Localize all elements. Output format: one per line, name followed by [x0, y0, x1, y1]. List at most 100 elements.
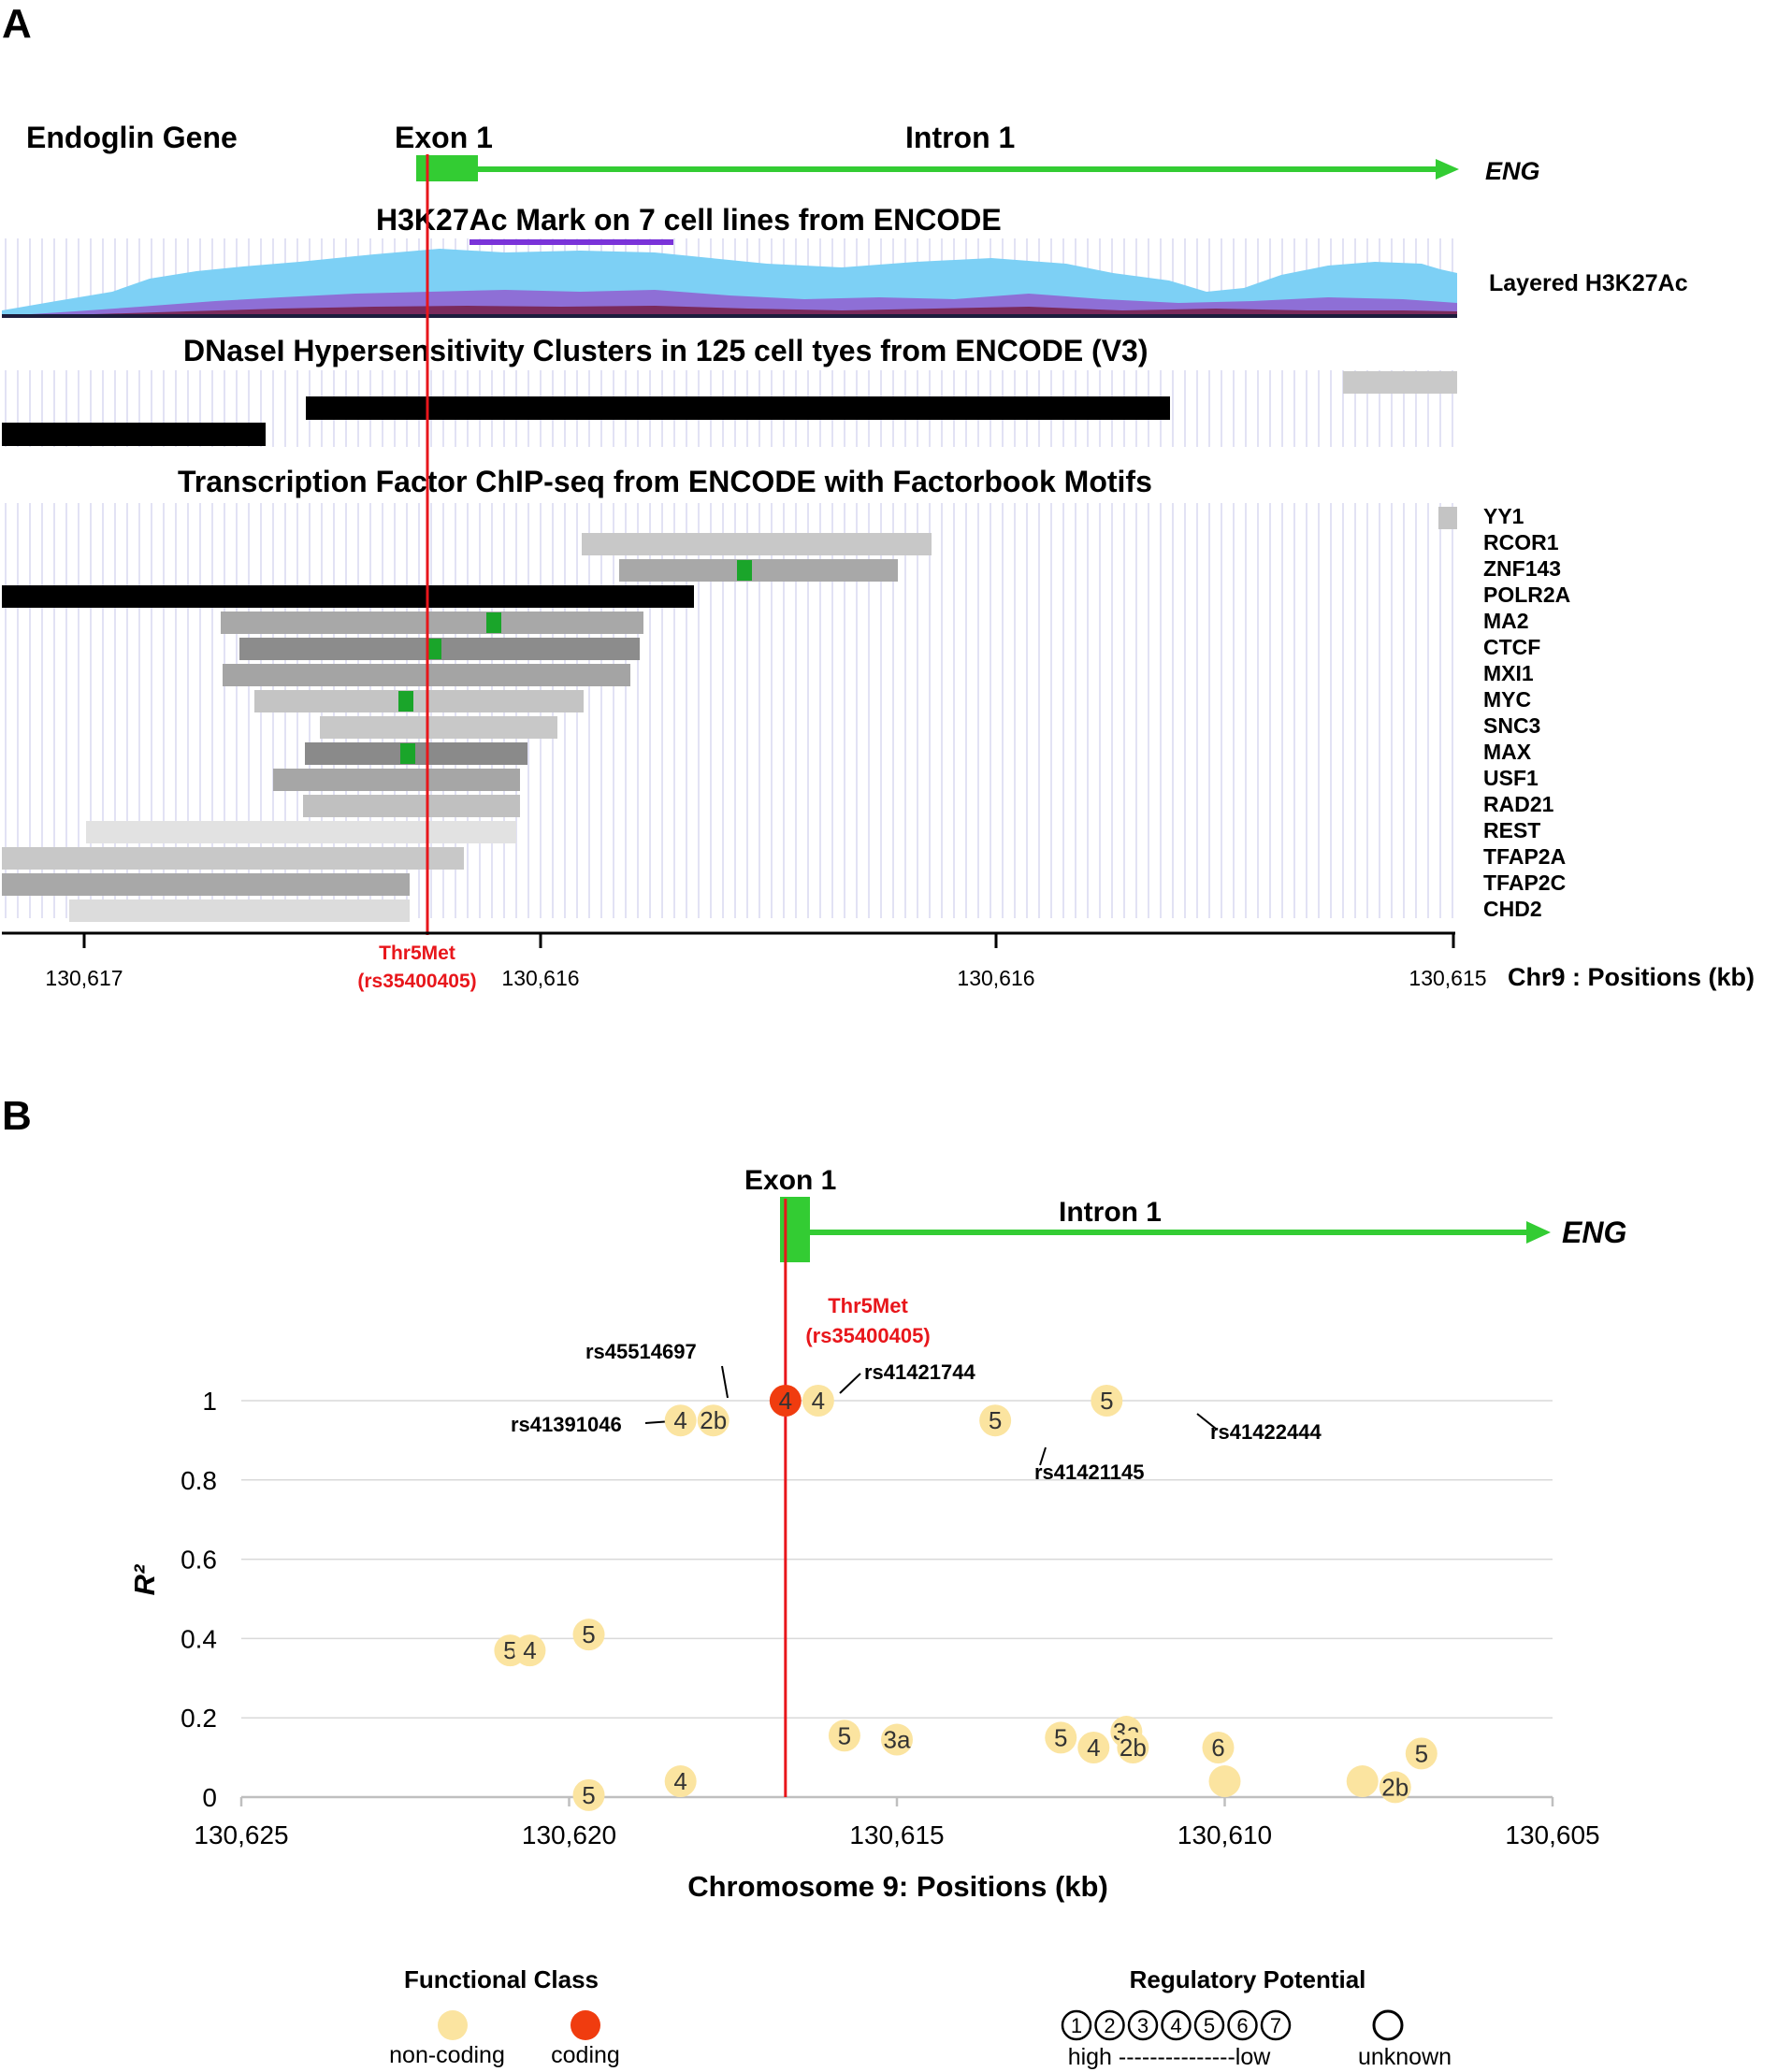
- callout-rs41422444: [1196, 1413, 1217, 1430]
- panel-a-label: A: [2, 1, 32, 47]
- data-point-label-11: 5: [1054, 1723, 1067, 1751]
- tf-name-rest: REST: [1483, 818, 1540, 842]
- tf-name-myc: MYC: [1483, 687, 1531, 712]
- tf-bar-ma2: [221, 612, 643, 634]
- data-point-label-21: 5: [582, 1781, 595, 1809]
- gene-label: Endoglin Gene: [26, 121, 238, 154]
- data-point-label-10: 3a: [884, 1726, 911, 1754]
- tf-name-polr2a: POLR2A: [1483, 583, 1570, 607]
- legend-unknown-marker: [1372, 2009, 1404, 2041]
- data-point-17: [1346, 1765, 1379, 1798]
- data-point-label-6: 5: [503, 1636, 516, 1664]
- data-point-15: [1202, 1732, 1235, 1763]
- data-point-label-15: 6: [1211, 1734, 1224, 1762]
- motif-mark-ctcf: [426, 639, 441, 659]
- gene-row-b: Exon 1 Intron 1 ENG: [744, 1165, 1626, 1262]
- tf-bar-polr2a: [2, 585, 694, 608]
- x-tick-labels: 130,625 130,620 130,615 130,610 130,605: [194, 1797, 1600, 1849]
- data-point-21: [572, 1778, 605, 1811]
- intron-label-a: Intron 1: [905, 121, 1015, 154]
- tf-name-usf1: USF1: [1483, 766, 1539, 790]
- data-point-label-14: 2b: [1120, 1734, 1147, 1762]
- x-axis-label: Chromosome 9: Positions (kb): [687, 1870, 1108, 1903]
- data-point-9: [828, 1719, 860, 1752]
- data-point-0: [769, 1385, 802, 1417]
- callout-rs41421145: [1039, 1446, 1047, 1466]
- x-tick-label-3: 130,610: [1177, 1820, 1272, 1849]
- data-point-11: [1045, 1721, 1077, 1754]
- reg-scale-circle-6: [1227, 2009, 1258, 2041]
- exon-box-a: [416, 155, 478, 181]
- rsid-rs41391046: rs41391046: [511, 1413, 622, 1436]
- data-point-label-5: 2b: [700, 1406, 727, 1434]
- tf-name-yy1: YY1: [1483, 504, 1524, 528]
- axis-a-ticklabel-4: 130,615: [1409, 966, 1486, 990]
- reg-scale-circle-3: [1127, 2009, 1159, 2041]
- rsid-rs41421145: rs41421145: [1034, 1460, 1144, 1484]
- reg-scale-number-6: 6: [1236, 2014, 1248, 2037]
- legend-scale-text: high ---------------low: [1068, 2044, 1272, 2070]
- callout-rs41421744: [839, 1373, 861, 1394]
- gene-name-b: ENG: [1562, 1216, 1626, 1249]
- y-tick-label-1: 0.2: [181, 1704, 217, 1733]
- x-tick-label-2: 130,615: [849, 1820, 944, 1849]
- tf-name-chd2: CHD2: [1483, 897, 1542, 921]
- data-point-label-3: 5: [989, 1406, 1002, 1434]
- tf-bar-tfap2c: [2, 873, 410, 896]
- legend-coding-marker: [571, 2010, 600, 2040]
- rsid-rs45514697: rs45514697: [585, 1340, 697, 1363]
- h3k27ac-baseline: [2, 314, 1457, 318]
- motif-mark-max: [400, 743, 415, 764]
- data-point-14: [1117, 1732, 1149, 1763]
- tf-name-tfap2a: TFAP2A: [1483, 844, 1566, 869]
- h3k27ac-track: H3K27Ac Mark on 7 cell lines from ENCODE…: [2, 203, 1688, 318]
- tf-bar-yy1: [1438, 507, 1457, 529]
- x-tick-label-4: 130,605: [1505, 1820, 1599, 1849]
- reg-scale-number-2: 2: [1104, 2014, 1115, 2037]
- variant-label-a-2: (rs35400405): [357, 971, 476, 992]
- gridlines: [241, 1400, 1553, 1799]
- y-tick-label-3: 0.6: [181, 1546, 217, 1575]
- gene-arrow-b: [1526, 1221, 1551, 1244]
- reg-scale-number-3: 3: [1137, 2014, 1149, 2037]
- data-point-18: [1379, 1771, 1411, 1804]
- motif-mark-znf143: [737, 560, 752, 581]
- data-point-label-13: 4: [1087, 1734, 1100, 1762]
- rsid-rs41421744: rs41421744: [864, 1360, 975, 1384]
- gene-name-a: ENG: [1485, 157, 1540, 185]
- data-point-2: [1091, 1385, 1123, 1417]
- reg-scale-circle-7: [1260, 2009, 1292, 2041]
- legend-unknown-label: unknown: [1358, 2044, 1452, 2070]
- tf-bar-rcor1: [582, 533, 932, 555]
- y-tick-label-5: 1: [202, 1387, 217, 1416]
- variant-label-a-1: Thr5Met: [379, 942, 455, 964]
- motif-mark-myc: [398, 691, 413, 712]
- data-point-label-9: 5: [838, 1721, 851, 1749]
- panel-b-label: B: [2, 1093, 32, 1139]
- tf-name-tfap2c: TFAP2C: [1483, 871, 1566, 895]
- y-tick-label-4: 0.8: [181, 1466, 217, 1495]
- data-point-1: [802, 1385, 834, 1417]
- data-point-label-20: 4: [673, 1767, 686, 1795]
- x-tick-label-0: 130,625: [194, 1820, 288, 1849]
- data-point-5: [697, 1404, 730, 1437]
- tf-name-mxi1: MXI1: [1483, 661, 1534, 685]
- dnase-title: DNaseI Hypersensitivity Clusters in 125 …: [183, 334, 1149, 367]
- axis-a: 130,617 130,616 130,616 130,615 Chr9 : P…: [2, 931, 1755, 992]
- rsid-rs41422444: rs41422444: [1210, 1420, 1322, 1444]
- data-point-label-4: 4: [673, 1406, 686, 1434]
- data-point-7: [513, 1634, 546, 1667]
- reg-scale-circle-5: [1193, 2009, 1225, 2041]
- data-point-20: [664, 1765, 697, 1798]
- legend: Functional Class non-coding coding Regul…: [389, 1965, 1452, 2070]
- tf-name-max: MAX: [1483, 740, 1532, 764]
- legend-regulatory-title: Regulatory Potential: [1130, 1965, 1366, 1993]
- y-tick-labels: 0 0.2 0.4 0.6 0.8 1: [181, 1387, 217, 1812]
- reg-scale-number-5: 5: [1204, 2014, 1215, 2037]
- tf-track: Transcription Factor ChIP-seq from ENCOD…: [2, 465, 1570, 922]
- tf-bar-snc3: [320, 716, 557, 739]
- reg-scale-circle-1: [1061, 2009, 1092, 2041]
